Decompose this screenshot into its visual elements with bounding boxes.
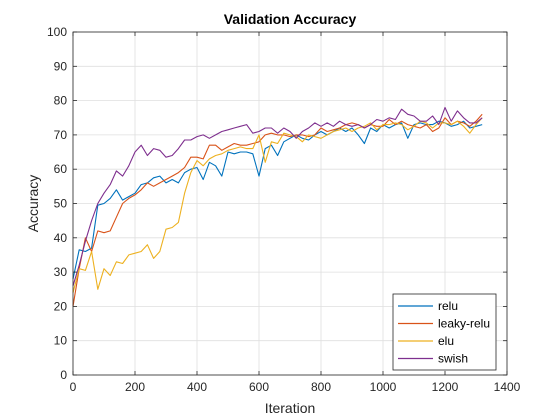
legend-label: swish — [438, 352, 468, 366]
x-tick-label: 1400 — [494, 380, 521, 394]
chart-title: Validation Accuracy — [224, 11, 357, 27]
y-tick-label: 90 — [54, 59, 68, 73]
series-layer — [72, 106, 483, 307]
legend: relu leaky-relu elu swish — [392, 293, 497, 371]
y-tick-label: 30 — [54, 265, 68, 279]
y-tick-label: 60 — [54, 162, 68, 176]
y-tick-label: 50 — [54, 197, 68, 211]
legend-box — [392, 293, 497, 371]
x-tick-label: 0 — [70, 380, 77, 394]
y-tick-label: 40 — [54, 231, 68, 245]
x-tick-label: 1200 — [432, 380, 459, 394]
series-line-relu — [72, 120, 483, 280]
legend-label: elu — [438, 334, 454, 348]
y-tick-label: 70 — [54, 128, 68, 142]
y-tick-label: 20 — [54, 299, 68, 313]
x-axis-title: Iteration — [265, 400, 316, 416]
y-tick-label: 100 — [47, 25, 67, 39]
y-tick-label: 80 — [54, 94, 68, 108]
x-tick-label: 800 — [311, 380, 331, 394]
x-tick-label: 1000 — [370, 380, 397, 394]
axes-layer: 0 200 400 600 800 1000 1200 1400 0 10 20 30 40 50 60 70… — [47, 25, 521, 394]
series-line-swish — [72, 106, 483, 286]
y-tick-label: 10 — [54, 334, 68, 348]
legend-label: relu — [438, 299, 458, 313]
series-line-elu — [72, 117, 483, 293]
x-tick-label: 600 — [249, 380, 269, 394]
y-tick-label: 0 — [60, 368, 67, 382]
x-tick-label: 200 — [125, 380, 145, 394]
y-axis-title: Accuracy — [25, 175, 41, 233]
x-tick-label: 400 — [187, 380, 207, 394]
legend-label: leaky-relu — [438, 317, 490, 331]
